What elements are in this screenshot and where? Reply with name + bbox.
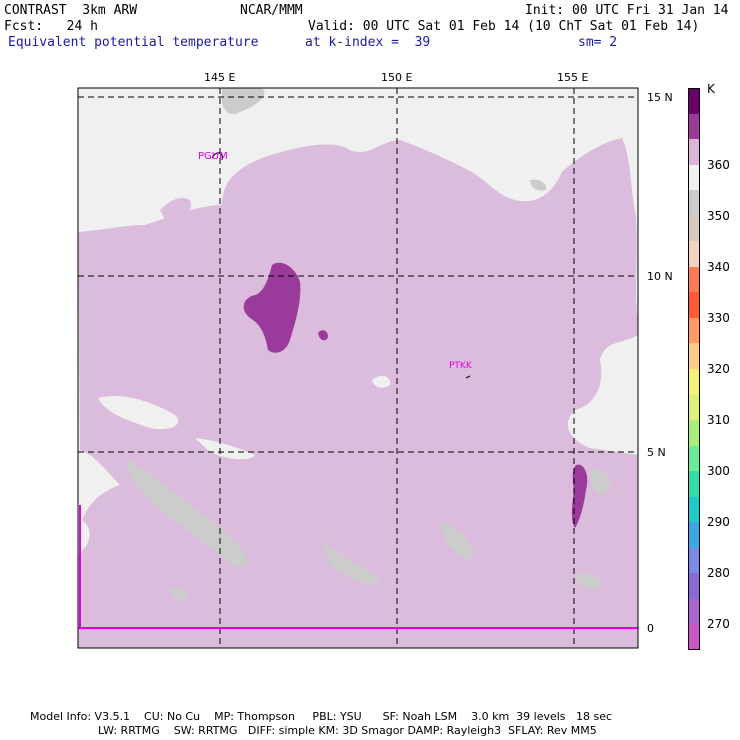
colorbar-swatch bbox=[688, 113, 700, 140]
station-label: PGUM bbox=[198, 151, 228, 162]
center-name: NCAR/MMM bbox=[240, 3, 303, 18]
colorbar-label: 310 bbox=[707, 413, 730, 428]
field-360-region bbox=[78, 138, 638, 648]
colorbar-swatch bbox=[688, 241, 700, 268]
lon-label: 155 E bbox=[557, 71, 589, 84]
colorbar-label: 280 bbox=[707, 566, 730, 581]
map-frame bbox=[77, 87, 639, 649]
field-clear-pocket bbox=[372, 375, 391, 388]
theta-e-field bbox=[78, 88, 638, 648]
colorbar-label: 320 bbox=[707, 362, 730, 376]
lat-lon-grid bbox=[78, 88, 638, 648]
field-clear-pocket bbox=[98, 395, 179, 430]
field-350-streak bbox=[170, 586, 187, 601]
colorbar-swatch bbox=[688, 317, 700, 344]
valid-time: Valid: 00 UTC Sat 01 Feb 14 (10 ChT Sat … bbox=[308, 19, 700, 34]
model-title: CONTRAST 3km ARW bbox=[4, 3, 138, 18]
colorbar-swatch bbox=[688, 496, 700, 523]
colorbar-swatch bbox=[688, 624, 700, 651]
colorbar-label: 360 bbox=[707, 157, 730, 172]
model-info-line1: Model Info: V3.5.1 CU: No Cu MP: Thompso… bbox=[30, 710, 613, 723]
colorbar-swatch bbox=[688, 88, 700, 115]
colorbar-label: 330 bbox=[707, 310, 730, 325]
lon-label: 150 E bbox=[381, 71, 413, 84]
colorbar-swatch bbox=[688, 343, 700, 370]
colorbar-frame bbox=[688, 88, 700, 650]
colorbar-swatch bbox=[688, 445, 700, 472]
field-350-streak bbox=[222, 88, 265, 115]
lat-label: 5 N bbox=[647, 446, 666, 459]
colorbar-swatch bbox=[688, 266, 700, 293]
smoothing: sm= 2 bbox=[578, 35, 618, 50]
field-clear-pocket bbox=[195, 438, 255, 460]
init-time: Init: 00 UTC Fri 31 Jan 14 bbox=[525, 3, 729, 18]
colorbar-swatch bbox=[688, 215, 700, 242]
field-350-streak bbox=[127, 460, 248, 568]
level-index: at k-index = 39 bbox=[305, 35, 431, 50]
colorbar-unit: K bbox=[707, 82, 715, 96]
field-name: Equivalent potential temperature bbox=[8, 35, 259, 50]
colorbar-swatch bbox=[688, 598, 700, 625]
field-350-streak bbox=[320, 540, 380, 585]
colorbar-label: 340 bbox=[707, 259, 730, 274]
field-365-region bbox=[318, 330, 328, 341]
colorbar-swatch bbox=[688, 164, 700, 191]
colorbar-label: 270 bbox=[707, 617, 730, 632]
lon-label: 145 E bbox=[204, 71, 236, 84]
colorbar-swatch bbox=[688, 369, 700, 396]
colorbar-swatch bbox=[688, 420, 700, 447]
station-markers bbox=[211, 152, 471, 379]
colorbar-swatch bbox=[688, 547, 700, 574]
colorbar-swatch bbox=[688, 522, 700, 549]
field-360-strip bbox=[160, 198, 191, 221]
field-350-streak bbox=[440, 520, 473, 560]
station-marker bbox=[211, 152, 223, 161]
lat-label: 10 N bbox=[647, 270, 673, 283]
field-365-region bbox=[243, 262, 301, 353]
colorbar-label: 300 bbox=[707, 464, 730, 479]
colorbar-swatch bbox=[688, 394, 700, 421]
field-350-streak bbox=[575, 573, 601, 590]
forecast-hour: Fcst: 24 h bbox=[4, 19, 98, 34]
station-marker bbox=[465, 375, 471, 379]
lat-label: 15 N bbox=[647, 91, 673, 104]
field-365-region bbox=[571, 464, 588, 528]
colorbar-swatch bbox=[688, 292, 700, 319]
field-350-streak bbox=[530, 179, 547, 191]
station-label: PTKK bbox=[449, 361, 472, 371]
colorbar-swatch bbox=[688, 190, 700, 217]
colorbar-swatch bbox=[688, 139, 700, 166]
field-350-streak bbox=[590, 468, 611, 494]
model-info-line2: LW: RRTMG SW: RRTMG DIFF: simple KM: 3D … bbox=[98, 724, 597, 737]
lat-label: 0 bbox=[647, 622, 654, 635]
colorbar-label: 350 bbox=[707, 208, 730, 223]
colorbar-swatch bbox=[688, 573, 700, 600]
colorbar-swatch bbox=[688, 471, 700, 498]
colorbar-label: 290 bbox=[707, 515, 730, 530]
